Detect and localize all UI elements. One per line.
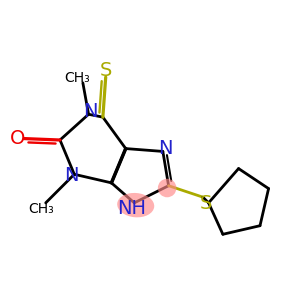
Text: CH₃: CH₃	[28, 202, 54, 216]
Text: N: N	[158, 139, 173, 158]
Text: S: S	[200, 194, 212, 213]
Text: O: O	[10, 129, 25, 148]
Text: N: N	[83, 102, 97, 121]
Ellipse shape	[117, 193, 154, 217]
Text: N: N	[64, 166, 79, 185]
Text: S: S	[100, 61, 112, 80]
Ellipse shape	[158, 179, 176, 197]
Text: CH₃: CH₃	[64, 71, 90, 85]
Text: NH: NH	[117, 199, 146, 218]
